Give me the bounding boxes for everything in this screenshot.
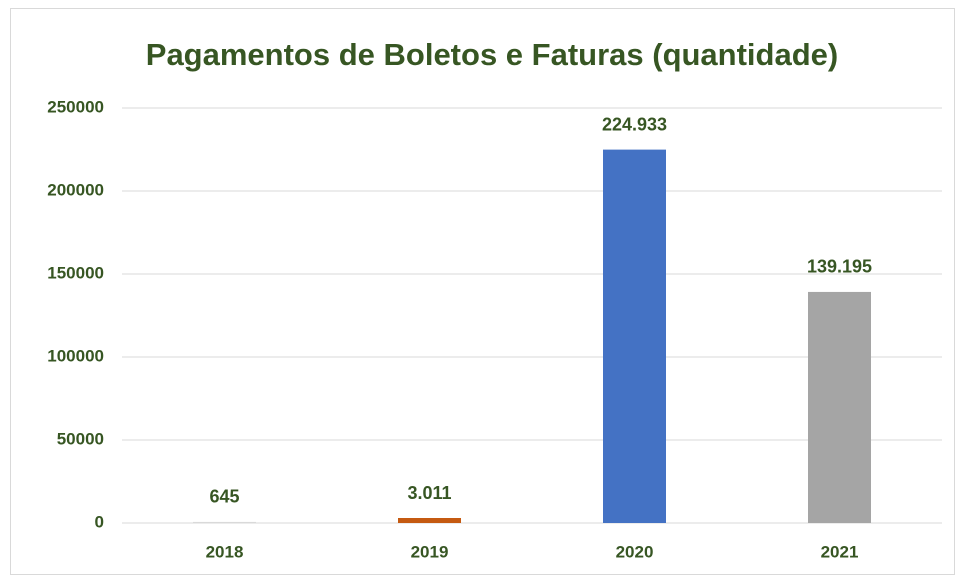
y-tick-label: 250000 [47, 97, 104, 116]
x-tick-label: 2021 [821, 542, 859, 561]
y-tick-label: 200000 [47, 180, 104, 199]
chart-title: Pagamentos de Boletos e Faturas (quantid… [146, 37, 838, 72]
data-label: 645 [209, 487, 239, 507]
bar [808, 291, 871, 523]
y-tick-label: 50000 [57, 429, 104, 448]
bar [398, 518, 461, 523]
y-tick-label: 0 [95, 512, 104, 531]
x-tick-label: 2019 [411, 542, 449, 561]
bar [193, 521, 256, 523]
data-label: 3.011 [407, 483, 451, 503]
data-label: 224.933 [602, 114, 667, 134]
y-tick-label: 150000 [47, 263, 104, 282]
data-label: 139.195 [807, 257, 872, 277]
x-tick-label: 2020 [616, 542, 654, 561]
chart-border [10, 8, 955, 575]
y-tick-label: 100000 [47, 346, 104, 365]
bar [603, 149, 666, 524]
x-tick-label: 2018 [206, 542, 244, 561]
